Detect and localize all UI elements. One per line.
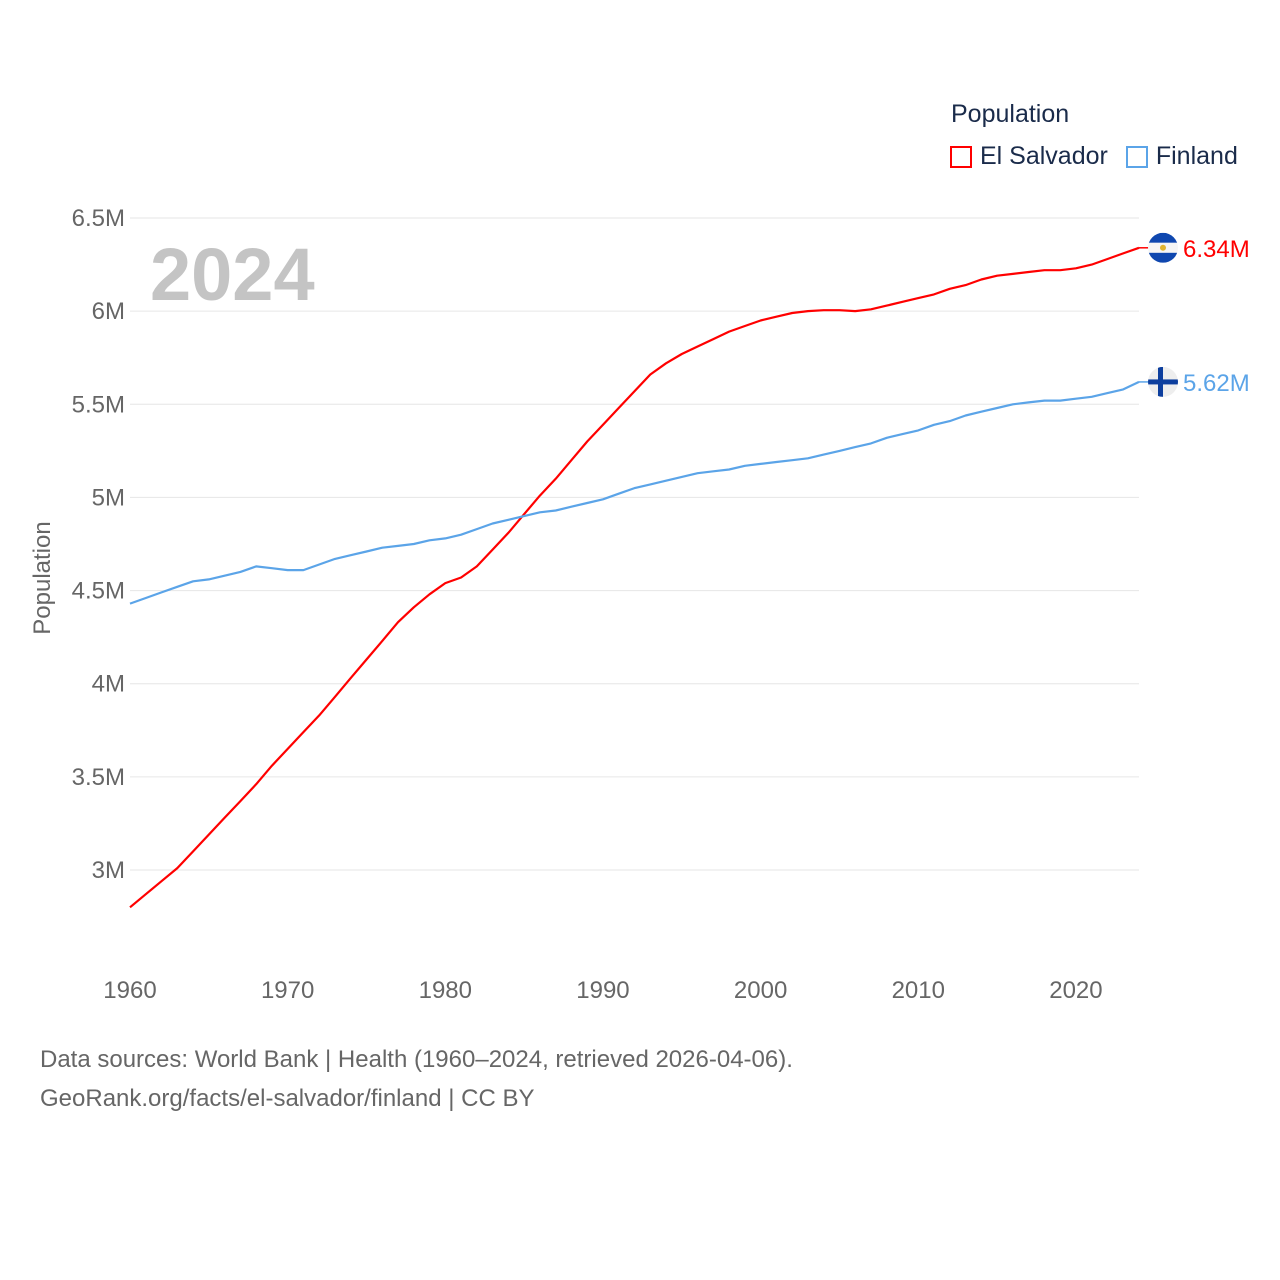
- legend: El Salvador Finland: [950, 142, 1238, 171]
- year-watermark: 2024: [150, 233, 315, 316]
- flag-stripe: [1148, 252, 1178, 263]
- flag-body: [1148, 366, 1178, 397]
- y-tick-label: 6.5M: [72, 205, 125, 232]
- y-tick-label: 3M: [92, 857, 125, 884]
- x-tick-label: 2010: [892, 977, 945, 1004]
- x-tick-label: 2020: [1049, 977, 1102, 1004]
- y-tick-label: 3.5M: [72, 764, 125, 791]
- y-axis-label: Population: [29, 521, 56, 634]
- y-tick-label: 4M: [92, 671, 125, 698]
- x-tick-label: 1980: [419, 977, 472, 1004]
- legend-swatch-el-salvador[interactable]: [950, 145, 972, 168]
- x-tick-label: 2000: [734, 977, 787, 1004]
- source-line-1: Data sources: World Bank | Health (1960–…: [40, 1046, 793, 1073]
- y-tick-label: 5M: [92, 484, 125, 511]
- end-value-label: 6.34M: [1183, 236, 1250, 263]
- flag-emblem: [1160, 244, 1166, 251]
- legend-label-el-salvador[interactable]: El Salvador: [980, 142, 1108, 170]
- x-tick-label: 1970: [261, 977, 314, 1004]
- flag-body: [1148, 232, 1178, 263]
- y-tick-label: 4.5M: [72, 578, 125, 605]
- flag-stripe: [1148, 232, 1178, 243]
- legend-title: Population: [951, 100, 1070, 128]
- legend-swatch-finland[interactable]: [1125, 145, 1148, 168]
- end-value-label: 5.62M: [1183, 370, 1250, 397]
- flag-cross: [1158, 366, 1163, 397]
- source-line-2[interactable]: GeoRank.org/facts/el-salvador/finland | …: [40, 1085, 535, 1112]
- y-tick-label: 5.5M: [72, 391, 125, 418]
- legend-label-finland[interactable]: Finland: [1155, 142, 1238, 170]
- series-line-el-salvador: [129, 246, 1140, 909]
- finland-flag-icon: [1148, 366, 1178, 397]
- el-salvador-flag-icon: [1148, 232, 1178, 263]
- series-line-finland: [129, 380, 1140, 605]
- x-tick-label: 1990: [576, 977, 629, 1004]
- x-tick-label: 1960: [103, 977, 156, 1004]
- y-tick-label: 6M: [92, 298, 125, 325]
